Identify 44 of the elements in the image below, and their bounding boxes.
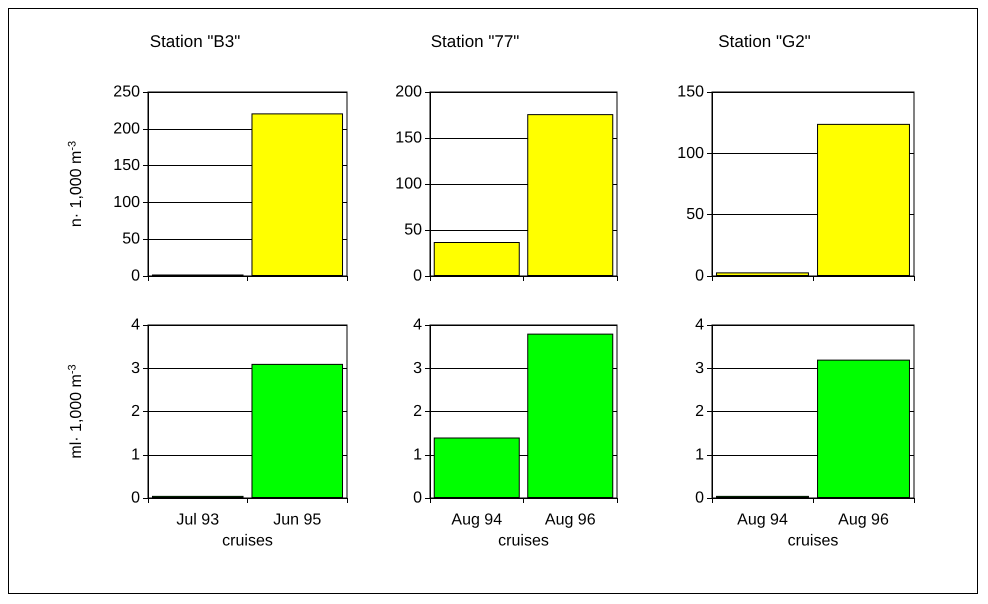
y-tick-label: 100 xyxy=(395,176,422,192)
y-tick-label: 50 xyxy=(404,222,422,238)
chart-title: Station "77" xyxy=(430,32,520,51)
chart-title: Station "G2" xyxy=(718,32,811,51)
y-tick-label: 0 xyxy=(695,268,704,284)
x-tick-label: Aug 96 xyxy=(544,512,596,528)
y-tick-label: 3 xyxy=(413,360,422,377)
y-tick-label: 0 xyxy=(695,490,704,506)
y-tick-label: 100 xyxy=(113,194,140,211)
y-tick-label: 50 xyxy=(122,230,140,248)
y-tick-label: 150 xyxy=(113,157,140,174)
x-tick-label: Aug 94 xyxy=(451,512,502,528)
y-tick-label: 250 xyxy=(113,84,140,100)
y-tick-label: 50 xyxy=(686,206,704,224)
x-tick-label: Aug 96 xyxy=(838,512,889,528)
y-tick-label: 4 xyxy=(131,316,140,334)
y-tick-label: 150 xyxy=(395,130,422,146)
y-tick-label: 3 xyxy=(695,360,704,377)
y-tick-label: 1 xyxy=(413,446,422,464)
y-tick-label: 1 xyxy=(131,446,140,464)
y-tick-label: 0 xyxy=(131,268,140,284)
y-tick-label: 4 xyxy=(413,316,422,334)
x-tick-label: Aug 94 xyxy=(737,512,788,528)
x-tick-label: Jul 93 xyxy=(176,512,220,528)
y-axis-title: ml· 1,000 m-3 xyxy=(66,364,85,459)
y-tick-label: 4 xyxy=(695,316,704,334)
y-tick-label: 2 xyxy=(131,403,140,420)
y-tick-label: 2 xyxy=(413,403,422,420)
y-tick-label: 0 xyxy=(413,490,422,506)
y-axis-title: n· 1,000 m-3 xyxy=(66,140,85,228)
y-tick-label: 0 xyxy=(413,268,422,284)
chart-title: Station "B3" xyxy=(150,32,240,51)
y-tick-label: 200 xyxy=(113,120,140,138)
x-axis-title: cruises xyxy=(498,532,549,550)
x-tick-label: Jun 95 xyxy=(273,512,322,528)
y-tick-label: 3 xyxy=(131,360,140,377)
x-axis-title: cruises xyxy=(788,532,838,550)
y-tick-label: 0 xyxy=(131,490,140,506)
y-tick-label: 150 xyxy=(677,84,704,100)
y-tick-label: 2 xyxy=(695,403,704,420)
x-axis-title: cruises xyxy=(222,532,273,550)
y-tick-label: 1 xyxy=(695,446,704,464)
y-tick-label: 200 xyxy=(395,84,422,100)
y-tick-label: 100 xyxy=(677,144,704,162)
